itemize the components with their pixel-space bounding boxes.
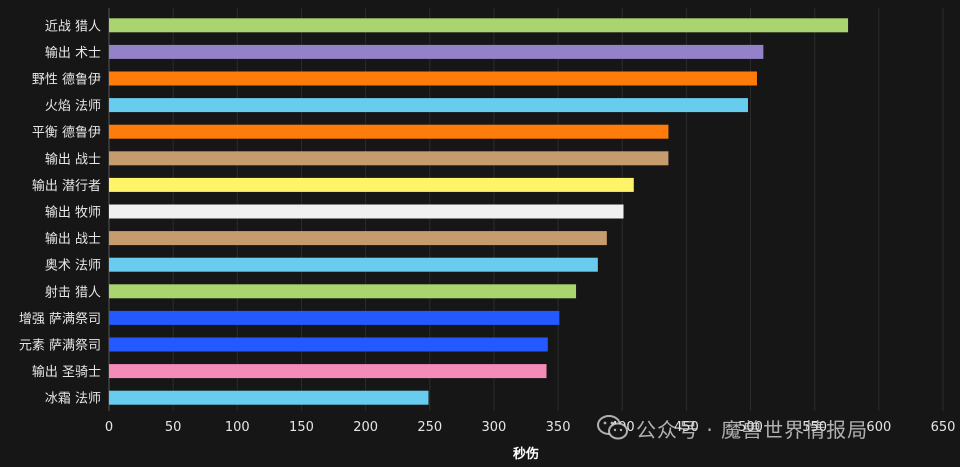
- category-label: 火焰 法师: [45, 99, 101, 114]
- watermark-text: 公众号 · 魔兽世界情报局: [636, 417, 869, 442]
- category-label: 近战 猎人: [45, 19, 101, 34]
- category-label: 输出 圣骑士: [32, 364, 101, 380]
- bar: [109, 98, 748, 113]
- category-label: 野性 德鲁伊: [32, 73, 101, 88]
- x-tick-label: 600: [866, 420, 891, 435]
- category-label: 输出 术士: [45, 45, 101, 61]
- x-tick-label: 200: [353, 420, 378, 435]
- watermark: 公众号 · 魔兽世界情报局: [596, 412, 868, 444]
- bar: [109, 284, 577, 299]
- bar: [109, 364, 547, 379]
- x-tick-label: 100: [225, 420, 250, 435]
- x-tick-label: 650: [931, 420, 956, 435]
- bar: [109, 390, 429, 405]
- bar: [109, 71, 757, 86]
- x-tick-label: 250: [417, 420, 442, 435]
- bar: [109, 44, 764, 59]
- category-label: 射击 猎人: [45, 284, 101, 300]
- category-label: 输出 牧师: [45, 205, 101, 221]
- bar: [109, 204, 624, 219]
- x-tick-label: 50: [165, 420, 182, 435]
- category-label: 平衡 德鲁伊: [32, 126, 101, 141]
- category-label: 奥术 法师: [45, 259, 101, 274]
- bar: [109, 124, 669, 139]
- bar: [109, 231, 607, 246]
- x-tick-label: 150: [289, 420, 314, 435]
- bar: [109, 337, 548, 352]
- bar: [109, 18, 849, 33]
- x-axis-title: 秒伤: [513, 446, 539, 462]
- category-label: 冰霜 法师: [45, 392, 101, 407]
- category-label: 输出 战士: [45, 231, 101, 247]
- bars: [109, 18, 849, 405]
- bar: [109, 257, 598, 272]
- x-tick-label: 350: [546, 420, 571, 435]
- category-label: 输出 潜行者: [32, 178, 101, 194]
- bar: [109, 310, 560, 325]
- x-tick-label: 300: [482, 420, 507, 435]
- x-tick-label: 450: [674, 420, 699, 435]
- category-label: 元素 萨满祭司: [19, 339, 101, 354]
- bar: [109, 151, 669, 166]
- category-label: 输出 战士: [45, 151, 101, 167]
- bar: [109, 177, 634, 192]
- x-tick-label: 0: [105, 420, 113, 435]
- wechat-icon: [597, 415, 628, 440]
- category-label: 增强 萨满祭司: [19, 312, 101, 327]
- x-tick-label: 550: [802, 420, 827, 435]
- x-tick-label: 500: [738, 420, 763, 435]
